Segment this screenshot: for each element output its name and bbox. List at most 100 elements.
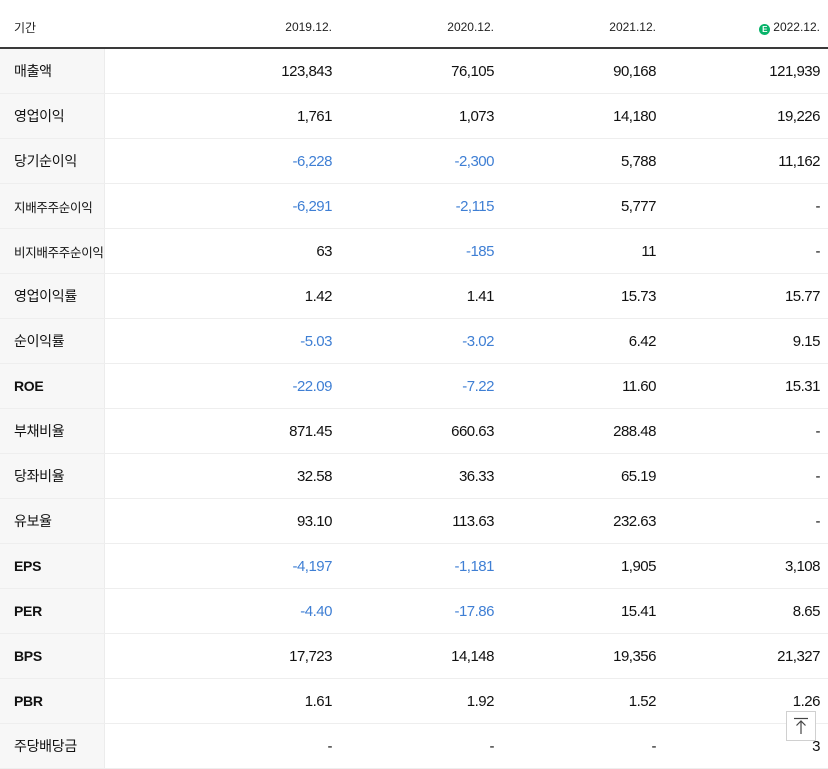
row-label: 순이익률 (0, 318, 105, 364)
value-cell: - (664, 453, 828, 499)
value-cell: -7.22 (340, 363, 502, 409)
value-cell: 5,788 (502, 138, 664, 184)
value-cell: 3,108 (664, 543, 828, 589)
value-cell: 32.58 (104, 453, 340, 499)
value-cell: 123,843 (104, 48, 340, 94)
value-cell: 63 (104, 228, 340, 274)
value-cell: 1,073 (340, 93, 502, 139)
value-cell: 232.63 (502, 498, 664, 544)
table-row: 영업이익률 1.42 1.41 15.73 15.77 (0, 273, 828, 319)
table-row: 영업이익 1,761 1,073 14,180 19,226 (0, 93, 828, 139)
value-cell: 9.15 (664, 318, 828, 364)
table-row: 유보율 93.10 113.63 232.63- (0, 498, 828, 544)
value-cell: 76,105 (340, 48, 502, 94)
row-label: 매출액 (0, 48, 105, 94)
value-cell: 15.41 (502, 588, 664, 634)
value-cell: 14,148 (340, 633, 502, 679)
scroll-to-top-button[interactable] (786, 711, 816, 741)
value-cell: 1.61 (104, 678, 340, 724)
value-cell: - (664, 498, 828, 544)
table-row: 주당배당금 - - -3 (0, 723, 828, 769)
period-2022-header: E 2022.12. (664, 7, 828, 49)
row-label: 당좌비율 (0, 453, 105, 499)
value-cell: - (104, 723, 340, 769)
row-label: 영업이익률 (0, 273, 105, 319)
row-label: BPS (0, 633, 105, 679)
value-cell: - (664, 408, 828, 454)
row-label: ROE (0, 363, 105, 409)
value-cell: 14,180 (502, 93, 664, 139)
value-cell: 1.41 (340, 273, 502, 319)
value-cell: 15.73 (502, 273, 664, 319)
value-cell: -2,115 (340, 183, 502, 229)
period-2021-header: 2021.12. (502, 7, 664, 49)
row-label: PBR (0, 678, 105, 724)
value-cell: 121,939 (664, 48, 828, 94)
value-cell: -185 (340, 228, 502, 274)
value-cell: 6.42 (502, 318, 664, 364)
value-cell: 1.42 (104, 273, 340, 319)
value-cell: 19,226 (664, 93, 828, 139)
row-label: PER (0, 588, 105, 634)
table-row: 부채비율 871.45 660.63 288.48- (0, 408, 828, 454)
row-label: 유보율 (0, 498, 105, 544)
table-row: 지배주주순이익 -6,291 -2,115 5,777- (0, 183, 828, 229)
table-row: BPS 17,723 14,148 19,356 21,327 (0, 633, 828, 679)
table-row: 매출액 123,843 76,105 90,168 121,939 (0, 48, 828, 94)
arrow-up-icon (794, 717, 808, 734)
table-row: PBR 1.61 1.92 1.52 1.26 (0, 678, 828, 724)
value-cell: -4.40 (104, 588, 340, 634)
value-cell: -1,181 (340, 543, 502, 589)
value-cell: 11.60 (502, 363, 664, 409)
period-header-label: 기간 (0, 7, 104, 49)
row-label: 지배주주순이익 (0, 183, 105, 229)
estimate-badge-icon: E (759, 23, 771, 35)
table-row: 순이익률 -5.03 -3.02 6.42 9.15 (0, 318, 828, 364)
value-cell: 11 (502, 228, 664, 274)
table-row: PER -4.40 -17.86 15.41 8.65 (0, 588, 828, 634)
value-cell: 5,777 (502, 183, 664, 229)
period-2020-header: 2020.12. (340, 7, 502, 49)
value-cell: 11,162 (664, 138, 828, 184)
value-cell: 288.48 (502, 408, 664, 454)
value-cell: 1.52 (502, 678, 664, 724)
row-label: 주당배당금 (0, 723, 105, 769)
table-row: 비지배주주순이익 63 -185 11- (0, 228, 828, 274)
row-label: EPS (0, 543, 105, 589)
row-label: 비지배주주순이익 (0, 228, 105, 274)
value-cell: -22.09 (104, 363, 340, 409)
value-cell: 1,761 (104, 93, 340, 139)
table-row: 당좌비율 32.58 36.33 65.19- (0, 453, 828, 499)
table-row: EPS -4,197 -1,181 1,905 3,108 (0, 543, 828, 589)
row-label: 부채비율 (0, 408, 105, 454)
value-cell: -3.02 (340, 318, 502, 364)
table-row: ROE -22.09 -7.22 11.60 15.31 (0, 363, 828, 409)
value-cell: 21,327 (664, 633, 828, 679)
value-cell: -6,291 (104, 183, 340, 229)
value-cell: - (664, 183, 828, 229)
financial-summary-table: 기간 2019.12. 2020.12. 2021.12. E 2022.12. … (0, 7, 828, 769)
value-cell: -5.03 (104, 318, 340, 364)
value-cell: -17.86 (340, 588, 502, 634)
value-cell: 17,723 (104, 633, 340, 679)
value-cell: 93.10 (104, 498, 340, 544)
value-cell: 19,356 (502, 633, 664, 679)
period-2019-header: 2019.12. (104, 7, 340, 49)
value-cell: 871.45 (104, 408, 340, 454)
value-cell: - (340, 723, 502, 769)
value-cell: 1,905 (502, 543, 664, 589)
header-row: 기간 2019.12. 2020.12. 2021.12. E 2022.12. (0, 7, 828, 49)
value-cell: -4,197 (104, 543, 340, 589)
value-cell: 8.65 (664, 588, 828, 634)
value-cell: 36.33 (340, 453, 502, 499)
value-cell: -2,300 (340, 138, 502, 184)
value-cell: 113.63 (340, 498, 502, 544)
value-cell: 15.77 (664, 273, 828, 319)
period-2022-label: 2022.12. (773, 19, 820, 34)
value-cell: - (502, 723, 664, 769)
value-cell: - (664, 228, 828, 274)
row-label: 당기순이익 (0, 138, 105, 184)
value-cell: 65.19 (502, 453, 664, 499)
table-row: 당기순이익 -6,228 -2,300 5,788 11,162 (0, 138, 828, 184)
row-label: 영업이익 (0, 93, 105, 139)
